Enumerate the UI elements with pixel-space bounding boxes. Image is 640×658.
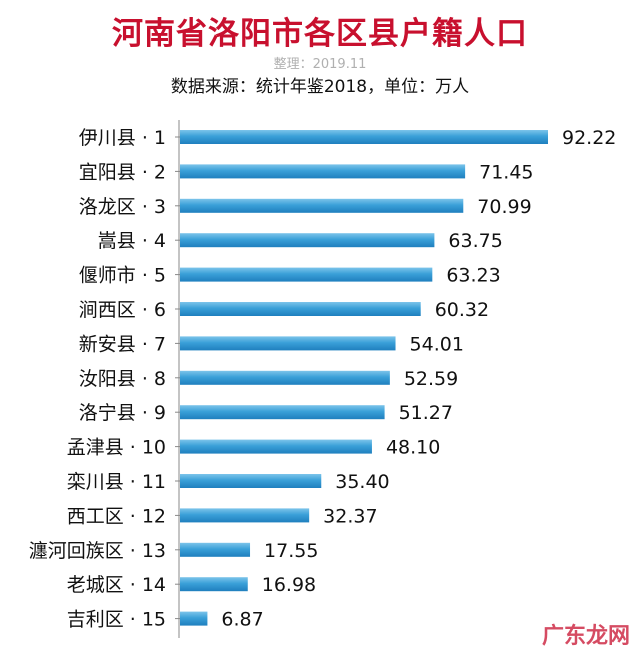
value-label: 17.55	[264, 540, 318, 562]
value-label: 63.75	[448, 230, 502, 252]
category-label: 孟津县 · 10	[67, 437, 166, 459]
category-label: 吉利区 · 15	[67, 609, 166, 631]
bar	[180, 542, 251, 557]
category-label: 西工区 · 12	[67, 505, 166, 527]
chart-source: 数据来源：统计年鉴2018，单位：万人	[170, 77, 470, 97]
category-label: 瀍河回族区 · 13	[29, 540, 166, 562]
category-label: 偃师市 · 5	[79, 265, 166, 287]
chart-title: 河南省洛阳市各区县户籍人口	[112, 16, 528, 52]
value-label: 51.27	[399, 402, 453, 424]
value-label: 70.99	[477, 196, 531, 218]
bar	[180, 405, 385, 420]
bar	[180, 439, 372, 454]
value-label: 60.32	[435, 299, 489, 321]
category-label: 嵩县 · 4	[98, 230, 166, 252]
watermark: 广东龙网	[541, 624, 630, 649]
category-label: 伊川县 · 1	[79, 127, 166, 149]
value-label: 52.59	[404, 368, 458, 390]
value-label: 16.98	[262, 574, 316, 596]
category-label: 汝阳县 · 8	[79, 368, 166, 390]
bars-group: 伊川县 · 1 92.22 宜阳县 · 2 71.45 洛龙区 · 3 70.99 嵩县 ·…	[29, 127, 617, 631]
category-label: 新安县 · 7	[79, 333, 166, 355]
bar	[180, 508, 310, 523]
bar	[180, 233, 435, 248]
category-label: 老城区 · 14	[67, 574, 166, 596]
bar	[180, 164, 466, 179]
value-label: 32.37	[323, 505, 377, 527]
category-label: 宜阳县 · 2	[79, 161, 166, 183]
value-label: 63.23	[446, 265, 500, 287]
category-label: 栾川县 · 11	[67, 471, 166, 493]
value-label: 92.22	[562, 127, 616, 149]
bar	[180, 336, 396, 351]
bar	[180, 130, 548, 144]
category-label: 涧西区 · 6	[79, 299, 166, 321]
bar	[180, 370, 390, 385]
value-label: 71.45	[479, 161, 533, 183]
value-label: 6.87	[221, 609, 263, 631]
bar	[180, 302, 421, 316]
bar	[180, 198, 464, 213]
bar	[180, 474, 322, 488]
value-label: 48.10	[386, 437, 440, 459]
bar	[180, 611, 208, 626]
category-label: 洛龙区 · 3	[79, 196, 166, 218]
bar	[180, 267, 433, 282]
value-label: 35.40	[335, 471, 389, 493]
chart-subtitle: 整理：2019.11	[273, 57, 367, 72]
category-label: 洛宁县 · 9	[79, 402, 166, 424]
bar	[180, 577, 248, 592]
value-label: 54.01	[410, 333, 464, 355]
